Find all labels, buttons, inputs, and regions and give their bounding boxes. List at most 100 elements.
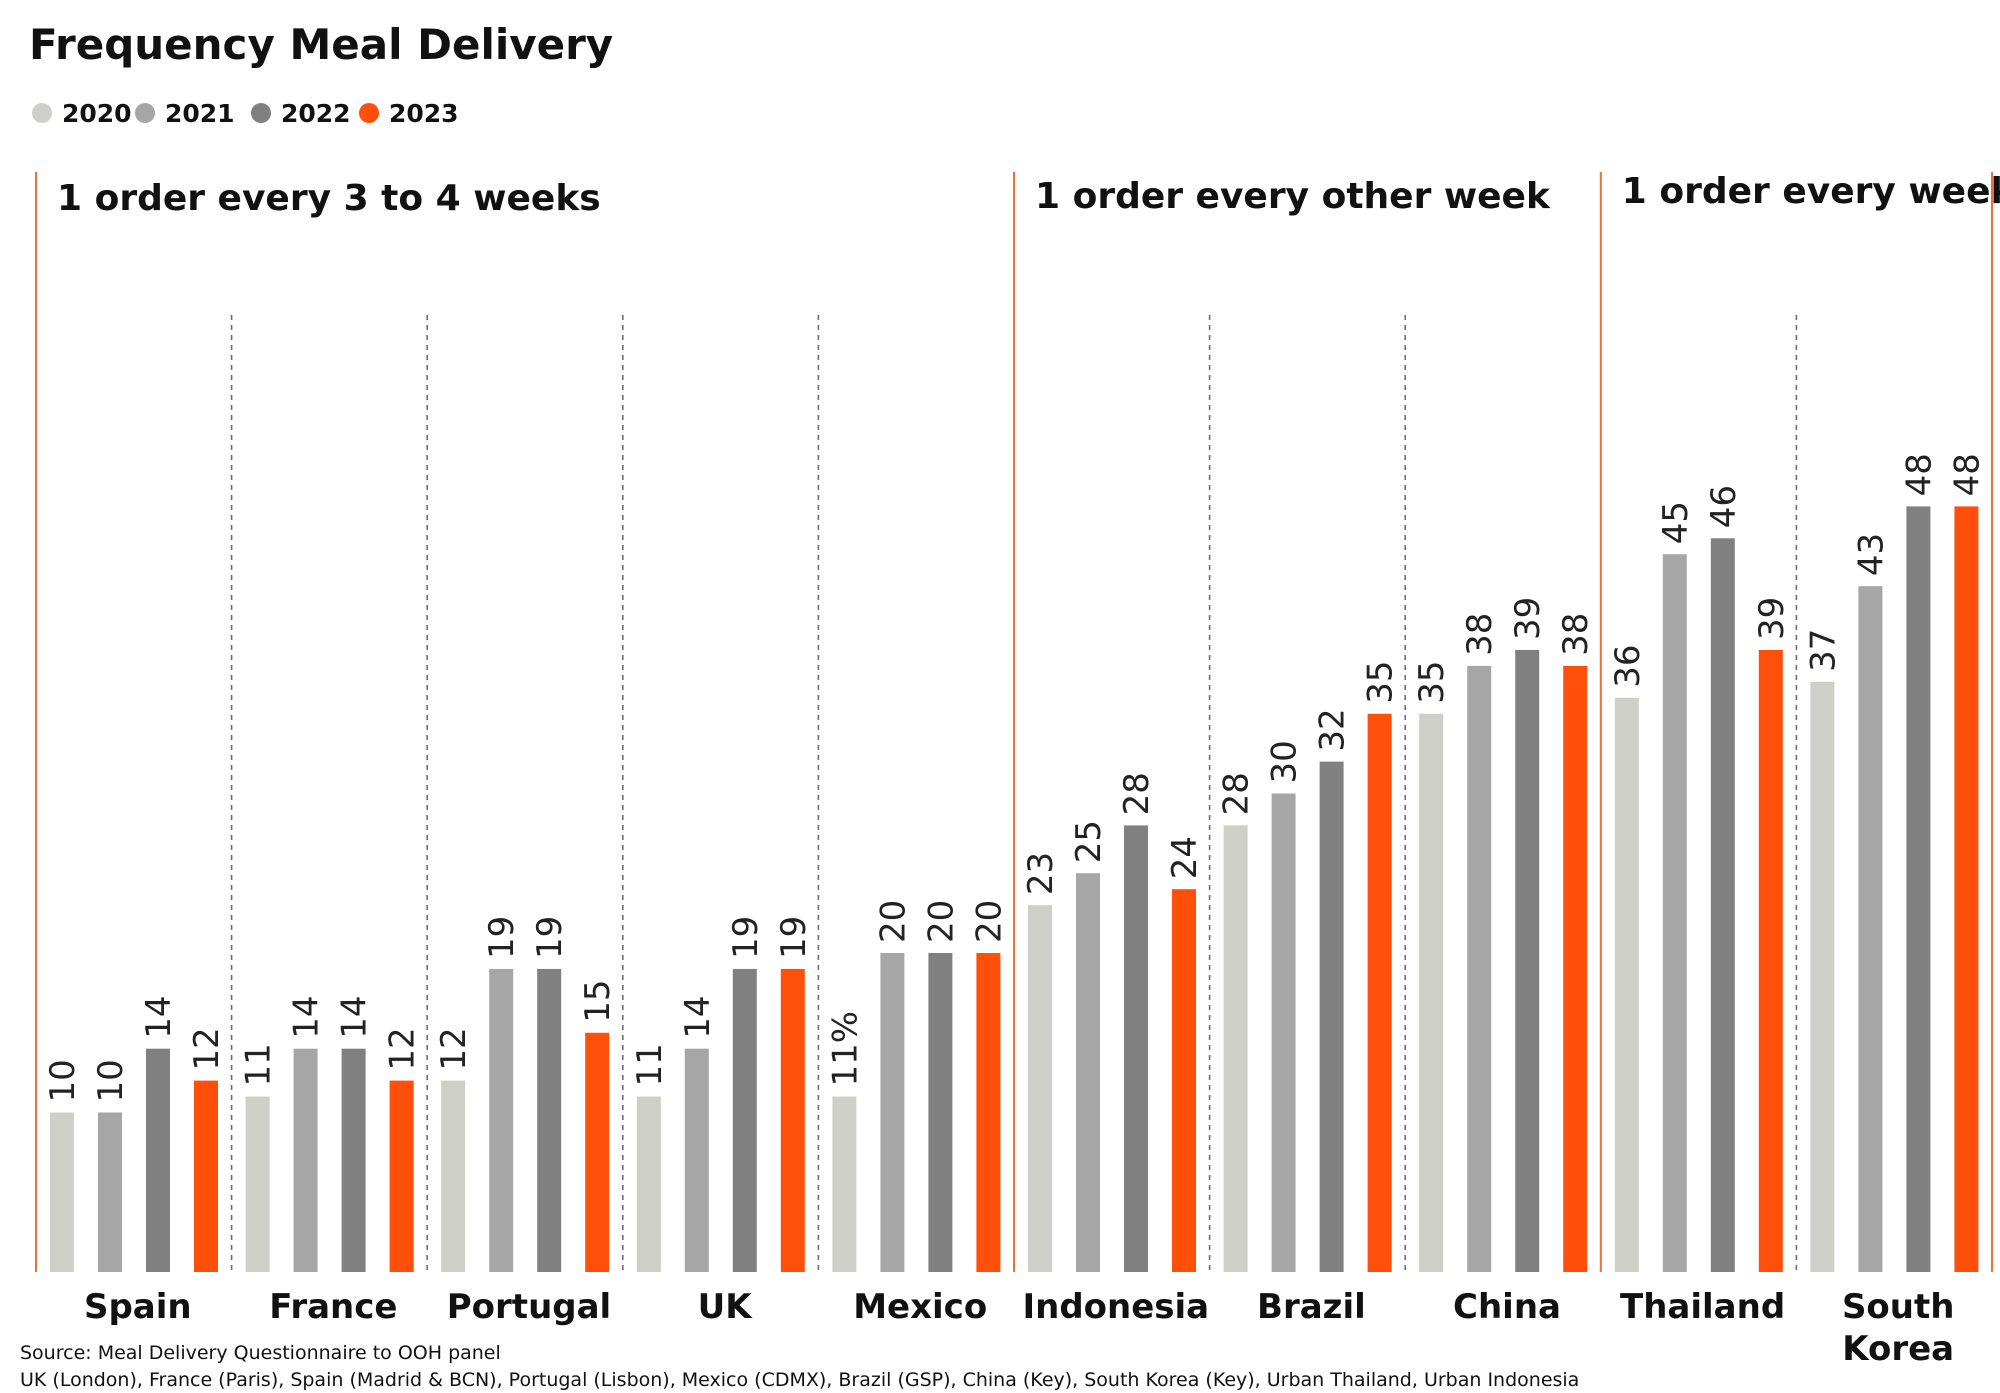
legend-swatch [359, 103, 379, 123]
category-labels: Spain France Portugal UK Mexico Indonesia Braz… [84, 1287, 1954, 1369]
legend-item-2021: 2021 [135, 99, 235, 128]
country-label: Portugal [447, 1287, 611, 1327]
value-label: 30 [1265, 740, 1305, 783]
legend-item-2022: 2022 [251, 99, 351, 128]
bar-south-korea-2023 [1954, 506, 1979, 1272]
bar-mexico-2023 [976, 953, 1001, 1272]
value-label: 20 [969, 900, 1009, 943]
bar-france-2023 [389, 1080, 414, 1272]
bar-indonesia-2023 [1172, 889, 1196, 1272]
bar-south-korea-2020 [1810, 681, 1835, 1272]
value-label: 48 [1947, 453, 1987, 496]
bar-spain-2020 [50, 1112, 74, 1272]
country-label: UK [698, 1287, 754, 1327]
bar-south-korea-2021 [1858, 586, 1883, 1272]
value-label: 35 [1361, 660, 1401, 703]
country-label: South Korea [1842, 1287, 1955, 1369]
bar-brazil-2020 [1223, 825, 1248, 1272]
bar-uk-2021 [684, 1048, 709, 1272]
bars [50, 506, 1979, 1272]
value-label: 10 [91, 1059, 131, 1102]
value-label: 14 [139, 995, 179, 1038]
value-label: 20 [921, 900, 961, 943]
section-label: 1 order every week [1622, 171, 2000, 212]
value-label: 19 [774, 916, 814, 959]
bar-indonesia-2020 [1028, 905, 1052, 1272]
value-label: 11 [630, 1043, 670, 1086]
bar-mexico-2022 [928, 953, 953, 1272]
footnote-markets: UK (London), France (Paris), Spain (Madr… [20, 1369, 1579, 1391]
value-label: 43 [1851, 533, 1891, 576]
value-label: 23 [1021, 852, 1061, 895]
bar-south-korea-2022 [1906, 506, 1931, 1272]
bar-indonesia-2022 [1124, 825, 1148, 1272]
bar-thailand-2021 [1662, 554, 1687, 1272]
bar-portugal-2023 [585, 1032, 610, 1272]
legend-swatch [135, 103, 155, 123]
value-label: 25 [1069, 820, 1109, 863]
country-label: Spain [84, 1287, 192, 1327]
value-label: 28 [1217, 772, 1257, 815]
value-label: 39 [1508, 597, 1548, 640]
country-label: China [1453, 1287, 1561, 1327]
legend-swatch [32, 103, 52, 123]
bar-china-2020 [1419, 713, 1444, 1272]
value-label: 35 [1412, 660, 1452, 703]
legend-swatch [251, 103, 271, 123]
value-label: 37 [1803, 629, 1843, 672]
value-label: 39 [1752, 597, 1792, 640]
section-label: 1 order every 3 to 4 weeks [57, 178, 601, 219]
bar-thailand-2022 [1710, 538, 1735, 1272]
value-label: 28 [1117, 772, 1157, 815]
value-label: 36 [1608, 645, 1648, 688]
value-label: 11% [825, 1011, 865, 1087]
value-label: 14 [287, 995, 327, 1038]
value-label: 19 [726, 916, 766, 959]
bar-uk-2022 [732, 968, 757, 1272]
bar-france-2022 [341, 1048, 366, 1272]
country-label: Thailand [1620, 1287, 1785, 1327]
bar-spain-2023 [194, 1080, 218, 1272]
bar-portugal-2022 [537, 968, 562, 1272]
chart-title: Frequency Meal Delivery [29, 20, 613, 69]
value-label: 48 [1899, 453, 1939, 496]
value-label: 32 [1313, 708, 1353, 751]
legend-item-2023: 2023 [359, 99, 459, 128]
bar-uk-2020 [636, 1096, 661, 1272]
bar-china-2022 [1515, 649, 1540, 1272]
legend-item-2020: 2020 [32, 99, 132, 128]
bar-spain-2021 [98, 1112, 122, 1272]
country-label: Indonesia [1022, 1287, 1209, 1327]
value-label: 19 [482, 916, 522, 959]
value-label: 19 [530, 916, 570, 959]
section-labels: 1 order every 3 to 4 weeks 1 order every … [57, 171, 2000, 219]
bar-thailand-2023 [1758, 649, 1783, 1272]
legend-label: 2022 [281, 99, 351, 128]
value-label: 38 [1556, 613, 1596, 656]
bar-brazil-2023 [1367, 713, 1392, 1272]
bar-mexico-2020 [832, 1096, 857, 1272]
legend-label: 2021 [165, 99, 235, 128]
country-label: Brazil [1257, 1287, 1366, 1327]
country-label: Mexico [853, 1287, 987, 1327]
value-label: 45 [1656, 501, 1696, 544]
value-label: 24 [1165, 836, 1205, 879]
bar-france-2021 [293, 1048, 318, 1272]
value-label: 14 [335, 995, 375, 1038]
section-label: 1 order every other week [1035, 176, 1551, 217]
country-label: France [269, 1287, 397, 1327]
value-label: 12 [434, 1027, 474, 1070]
value-label: 46 [1704, 485, 1744, 528]
value-label: 14 [678, 995, 718, 1038]
bar-france-2020 [245, 1096, 270, 1272]
legend: 2020 2021 2022 2023 [32, 99, 459, 128]
value-label: 12 [383, 1027, 423, 1070]
bar-china-2023 [1563, 665, 1588, 1272]
bar-indonesia-2021 [1076, 873, 1100, 1272]
footnote-source: Source: Meal Delivery Questionnaire to O… [20, 1342, 501, 1364]
value-label: 11 [239, 1043, 279, 1086]
legend-label: 2020 [62, 99, 132, 128]
value-label: 38 [1460, 613, 1500, 656]
